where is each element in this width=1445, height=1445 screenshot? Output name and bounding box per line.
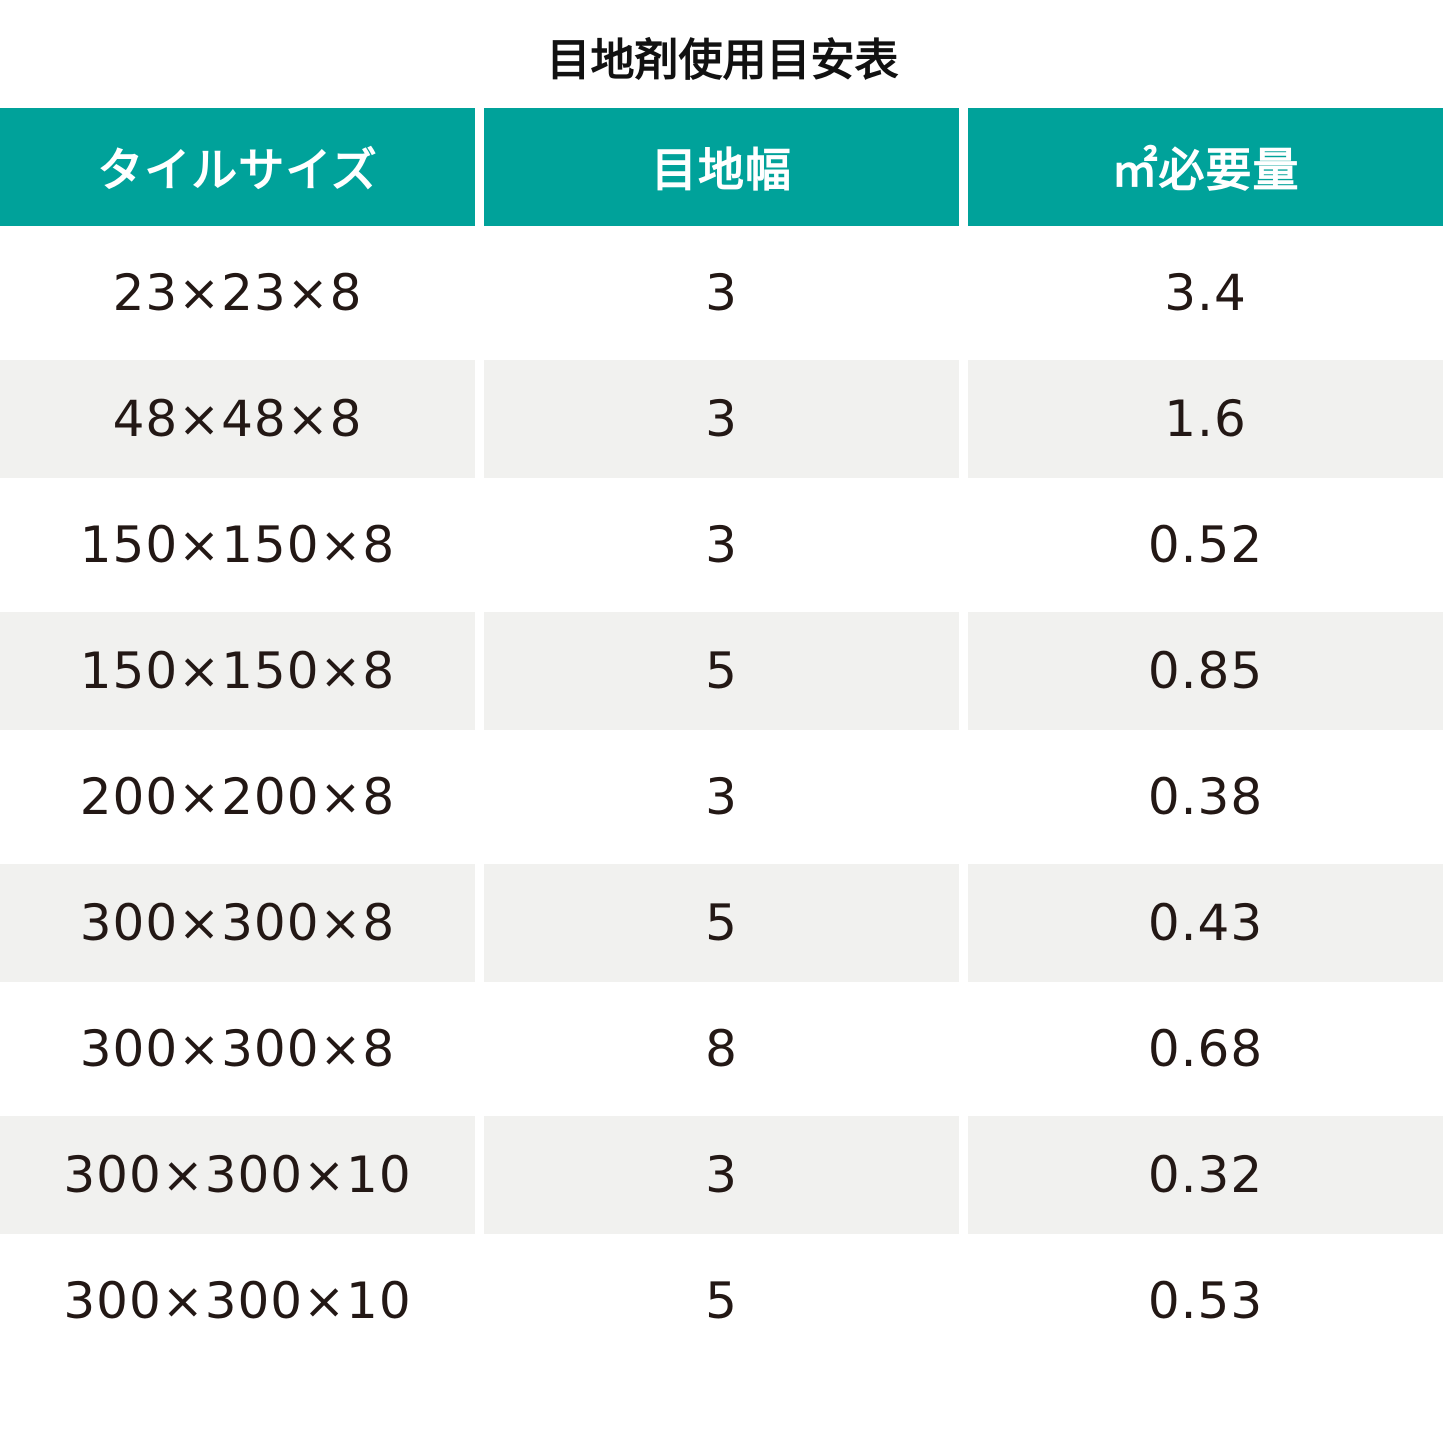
cell-tile-size: 150×150×8 [0,612,475,730]
cell-joint-width: 3 [484,360,959,478]
header-tile-size: タイルサイズ [0,108,475,226]
cell-tile-size: 48×48×8 [0,360,475,478]
header-required-amount: ㎡必要量 [968,108,1443,226]
cell-joint-width: 3 [705,516,738,574]
cell-joint-width: 3 [705,768,738,826]
table-row: 300×300×8 8 0.68 [0,990,1445,1108]
cell-required-amount: 0.68 [1147,1020,1264,1078]
cell-required-amount: 0.32 [968,1116,1443,1234]
cell-required-amount: 0.38 [1147,768,1264,826]
cell-joint-width: 3 [484,1116,959,1234]
cell-tile-size: 300×300×10 [63,1272,412,1330]
cell-joint-width: 8 [705,1020,738,1078]
table-row: 23×23×8 3 3.4 [0,234,1445,352]
cell-tile-size: 300×300×10 [0,1116,475,1234]
grout-usage-table: タイルサイズ 目地幅 ㎡必要量 23×23×8 3 3.4 48×48×8 3 … [0,108,1445,1368]
cell-required-amount: 0.52 [1147,516,1264,574]
table-row: 300×300×8 5 0.43 [0,864,1445,982]
cell-required-amount: 1.6 [968,360,1443,478]
cell-required-amount: 0.53 [1147,1272,1264,1330]
table-body: 23×23×8 3 3.4 48×48×8 3 1.6 150×150×8 3 … [0,234,1445,1360]
cell-tile-size: 300×300×8 [79,1020,396,1078]
table-row: 200×200×8 3 0.38 [0,738,1445,856]
table-header-row: タイルサイズ 目地幅 ㎡必要量 [0,108,1445,226]
cell-joint-width: 3 [705,264,738,322]
table-row: 150×150×8 3 0.52 [0,486,1445,604]
cell-joint-width: 5 [484,864,959,982]
cell-tile-size: 150×150×8 [79,516,396,574]
cell-joint-width: 5 [484,612,959,730]
cell-tile-size: 300×300×8 [0,864,475,982]
table-row: 300×300×10 3 0.32 [0,1116,1445,1234]
table-row: 48×48×8 3 1.6 [0,360,1445,478]
cell-tile-size: 23×23×8 [112,264,363,322]
page-title: 目地剤使用目安表 [546,35,899,86]
cell-joint-width: 5 [705,1272,738,1330]
cell-required-amount: 0.85 [968,612,1443,730]
cell-tile-size: 200×200×8 [79,768,396,826]
table-row: 150×150×8 5 0.85 [0,612,1445,730]
table-row: 300×300×10 5 0.53 [0,1242,1445,1360]
cell-required-amount: 3.4 [1164,264,1247,322]
header-joint-width: 目地幅 [484,108,959,226]
cell-required-amount: 0.43 [968,864,1443,982]
